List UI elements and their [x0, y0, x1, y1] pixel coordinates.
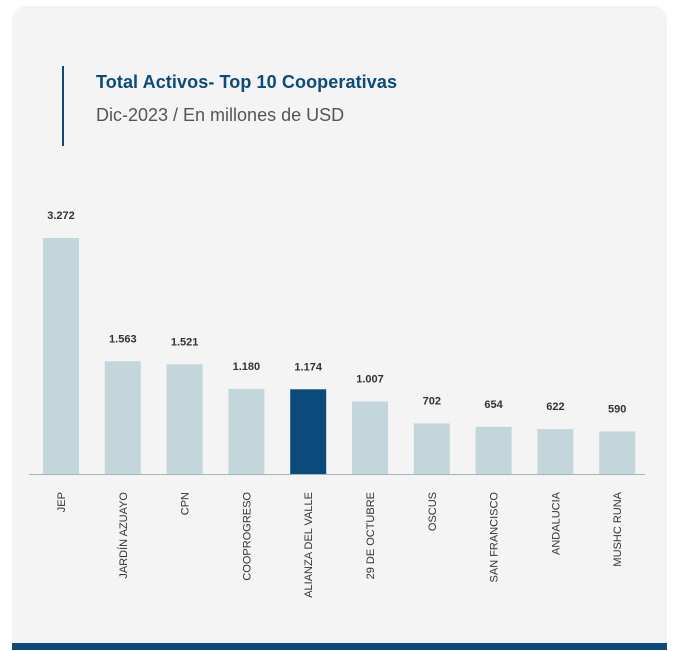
category-label-7: SAN FRANCISCO — [489, 492, 501, 583]
bar-0 — [43, 238, 79, 474]
title-block: Total Activos- Top 10 Cooperativas Dic-2… — [62, 66, 397, 146]
value-label-5: 1.007 — [356, 373, 384, 385]
value-label-0: 3.272 — [47, 210, 75, 222]
category-label-1: JARDÍN AZUAYO — [117, 492, 130, 579]
value-label-2: 1.521 — [171, 336, 199, 348]
bar-1 — [104, 361, 141, 474]
value-label-7: 654 — [484, 399, 503, 411]
chart-title: Total Activos- Top 10 Cooperativas — [96, 72, 398, 92]
category-label-5: 29 DE OCTUBRE — [365, 492, 377, 579]
value-label-4: 1.174 — [294, 361, 322, 373]
category-label-4: ALIANZA DEL VALLE — [303, 492, 315, 598]
chart-subtitle: Dic-2023 / En millones de USD — [96, 105, 345, 125]
value-label-9: 590 — [608, 403, 626, 415]
value-label-3: 1.180 — [233, 361, 261, 373]
category-label-0: JEP — [56, 492, 68, 512]
value-label-6: 702 — [423, 395, 441, 407]
category-label-8: ANDALUCIA — [550, 491, 562, 555]
bar-9 — [599, 431, 636, 474]
bar-2 — [166, 364, 203, 474]
bar-4 — [290, 389, 327, 474]
category-label-6: OSCUS — [427, 492, 439, 531]
bar-5 — [352, 401, 388, 474]
value-label-1: 1.563 — [109, 333, 137, 345]
bar-6 — [413, 423, 450, 474]
bar-3 — [228, 388, 265, 474]
category-label-9: MUSHC RUNA — [612, 491, 624, 566]
value-label-8: 622 — [546, 401, 564, 413]
bottom-accent-bar — [12, 643, 667, 650]
chart-card: Total Activos- Top 10 Cooperativas Dic-2… — [12, 6, 667, 650]
category-label-3: COOPROGRESO — [241, 492, 253, 581]
bar-8 — [537, 429, 574, 474]
bar-7 — [475, 426, 512, 474]
bar-chart: 3.272 JEP 1.563 JARDÍN AZUAYO 1.521 CPN 1.180 C… — [29, 210, 645, 598]
category-label-2: CPN — [180, 492, 192, 515]
